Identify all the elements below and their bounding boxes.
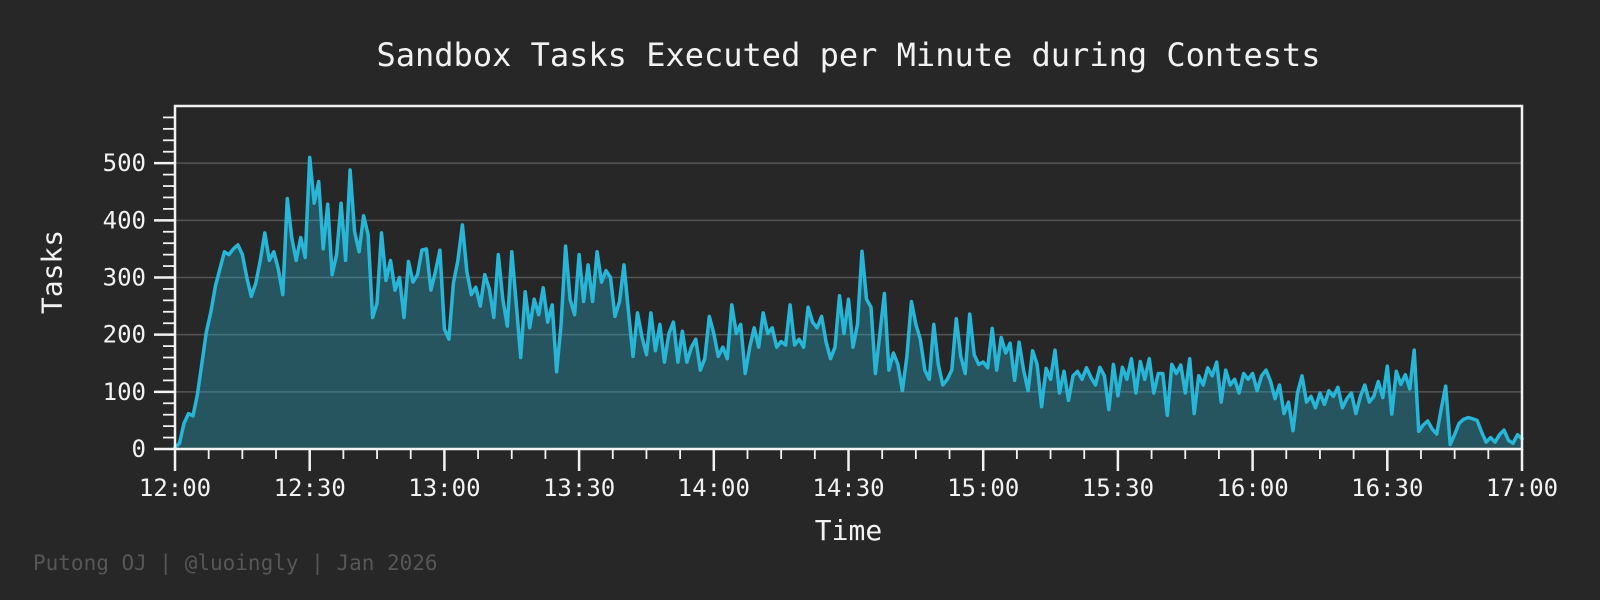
y-tick-label: 0 [132, 435, 146, 463]
x-tick-label: 16:30 [1351, 474, 1423, 502]
x-tick-label: 15:00 [947, 474, 1019, 502]
y-tick-label: 100 [103, 378, 146, 406]
y-tick-label: 300 [103, 264, 146, 292]
series-line [173, 155, 1524, 450]
y-tick-label: 200 [103, 321, 146, 349]
chart-title: Sandbox Tasks Executed per Minute during… [376, 36, 1321, 74]
y-tick-label: 400 [103, 206, 146, 234]
x-tick-label: 14:00 [678, 474, 750, 502]
y-tick-label: 500 [103, 149, 146, 177]
x-tick-label: 16:00 [1216, 474, 1288, 502]
watermark-credit: Putong OJ | @luoingly | Jan 2026 [33, 551, 438, 575]
x-tick-label: 14:30 [812, 474, 884, 502]
x-tick-label: 12:00 [139, 474, 211, 502]
x-tick-label: 15:30 [1082, 474, 1154, 502]
x-tick-label: 17:00 [1486, 474, 1558, 502]
x-axis-label: Time [814, 514, 883, 547]
x-tick-label: 13:30 [543, 474, 615, 502]
x-tick-label: 12:30 [274, 474, 346, 502]
x-tick-label: 13:00 [408, 474, 480, 502]
